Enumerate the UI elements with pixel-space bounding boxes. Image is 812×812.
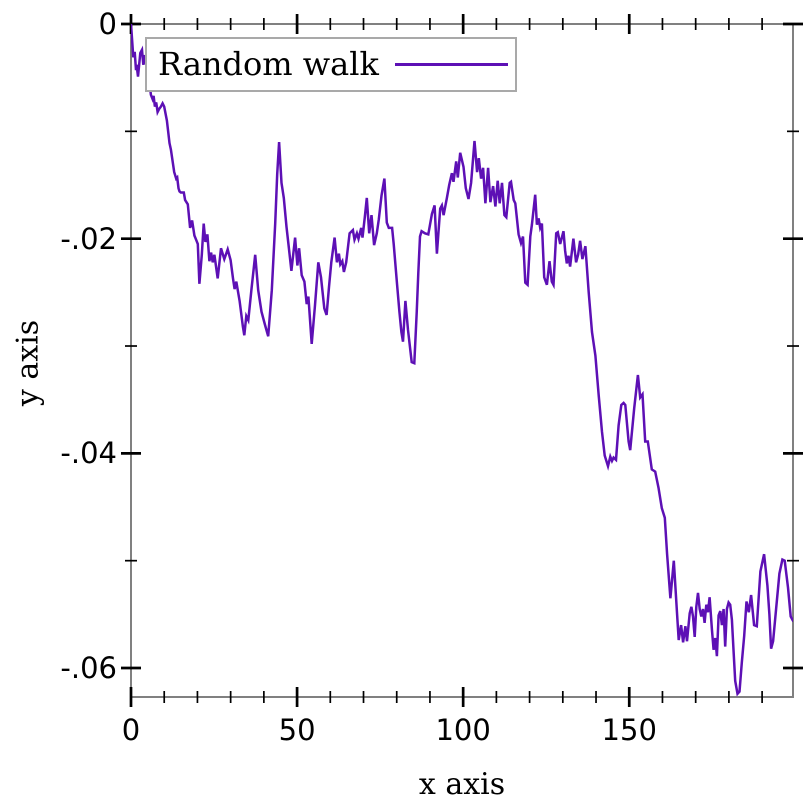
y-tick-label: -.02 [60,221,117,256]
legend-entry-label: Random walk [158,44,379,83]
y-axis-label: y axis [10,319,46,407]
y-tick-label: 0 [98,7,117,41]
x-tick-label: 0 [121,713,141,747]
x-axis-label: x axis [418,767,506,802]
series-random-walk [131,24,793,697]
x-tick-label: 100 [435,713,491,747]
x-tick-label: 150 [601,713,657,747]
plot-border [130,23,794,698]
y-tick-label: -.06 [60,651,117,686]
legend-line-sample-icon [395,63,508,66]
x-tick-label: 50 [278,713,316,747]
legend: Random walk [145,37,517,92]
y-tick-label: -.04 [60,436,117,471]
